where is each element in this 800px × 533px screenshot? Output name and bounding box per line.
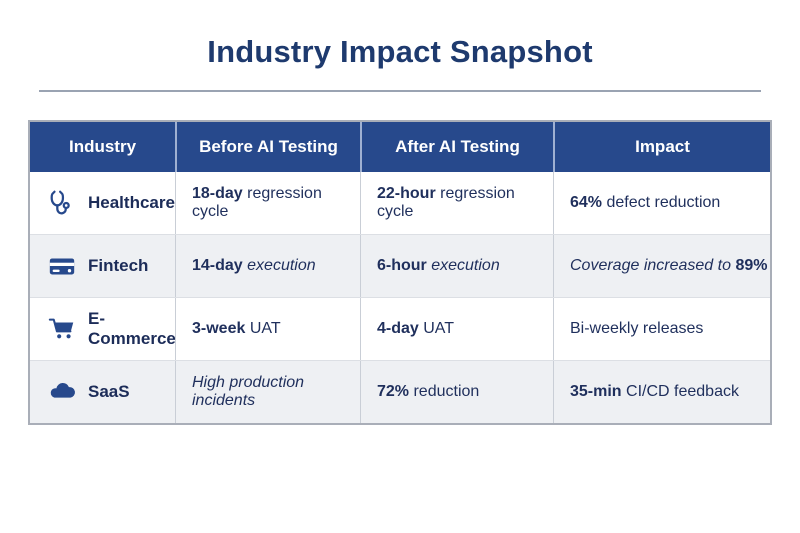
cell-text: 35-min CI/CD feedback — [570, 383, 739, 401]
cloud-icon — [46, 376, 78, 408]
cell-text: Bi-weekly releases — [570, 320, 703, 338]
table-row: Healthcare 18-day regression cycle 22-ho… — [30, 172, 770, 234]
industry-cell: SaaS — [30, 361, 175, 423]
industry-label: SaaS — [88, 382, 130, 401]
cell-text-bold: 6-hour — [377, 257, 427, 274]
cell-text-bold: 3-week — [192, 320, 246, 337]
cell-text-post: UAT — [245, 320, 281, 337]
table-row: SaaS High production incidents 72% reduc… — [30, 360, 770, 423]
cell-text-bold: 35-min — [570, 383, 622, 400]
table-row: E-Commerce 3-week UAT 4-day UAT Bi-weekl… — [30, 297, 770, 360]
cell-text-bold: 18-day — [192, 185, 243, 202]
cell-text-pre: Bi-weekly releases — [570, 320, 704, 337]
industry-cell: E-Commerce — [30, 298, 176, 360]
cell-text-post: execution — [426, 257, 500, 274]
stethoscope-icon — [46, 187, 78, 219]
cell-text-bold: 22-hour — [377, 185, 436, 202]
shopping-cart-icon — [46, 313, 78, 345]
cell-text-post: reduction — [409, 383, 480, 400]
cell-text-post: regression cycle — [377, 185, 515, 220]
industry-label: Fintech — [88, 256, 149, 275]
header-industry: Industry — [68, 137, 137, 156]
cell-text-pre: High production incidents — [192, 374, 305, 409]
impact-cell: Coverage increased to 89% — [553, 235, 770, 297]
industry-cell: Fintech — [30, 235, 175, 297]
header-after: After AI Testing — [360, 122, 553, 172]
cell-text: 22-hour regression cycle — [377, 185, 553, 221]
header-before: Before AI Testing — [175, 122, 360, 172]
cell-text-bold: 4-day — [377, 320, 419, 337]
cell-text-bold: 72% — [377, 383, 410, 400]
cell-text: 6-hour execution — [377, 257, 500, 275]
impact-cell: 64% defect reduction — [553, 172, 770, 234]
cell-text: Coverage increased to 89% — [570, 257, 767, 275]
page-title: Industry Impact Snapshot — [207, 34, 593, 69]
header-impact: Impact — [553, 122, 770, 172]
after-cell: 6-hour execution — [360, 235, 553, 297]
after-cell: 72% reduction — [360, 361, 553, 423]
impact-cell: 35-min CI/CD feedback — [553, 361, 770, 423]
cell-text: 72% reduction — [377, 383, 479, 401]
cell-text-post: execution — [242, 257, 316, 274]
cell-text: 3-week UAT — [192, 320, 281, 338]
cell-text-post: UAT — [418, 320, 455, 337]
before-cell: 18-day regression cycle — [175, 172, 360, 234]
cell-text-bold: 14-day — [192, 257, 243, 274]
title-underline — [39, 90, 761, 92]
cell-text: 18-day regression cycle — [192, 185, 360, 221]
after-cell: 22-hour regression cycle — [360, 172, 553, 234]
cell-text-bold: 89% — [735, 257, 768, 274]
industry-cell: Healthcare — [30, 172, 175, 234]
infographic-page: Industry Impact Snapshot Industry Before… — [0, 34, 800, 533]
industry-label: Healthcare — [88, 193, 175, 212]
after-cell: 4-day UAT — [360, 298, 553, 360]
industry-label: E-Commerce — [88, 309, 176, 348]
credit-card-icon — [46, 250, 78, 282]
cell-text: High production incidents — [192, 374, 360, 410]
cell-text: 64% defect reduction — [570, 194, 720, 212]
cell-text: 4-day UAT — [377, 320, 454, 338]
impact-cell: Bi-weekly releases — [553, 298, 770, 360]
cell-text-post: CI/CD feedback — [621, 383, 739, 400]
cell-text: 14-day execution — [192, 257, 316, 275]
table-row: Fintech 14-day execution 6-hour executio… — [30, 234, 770, 297]
table-header-row: Industry Before AI Testing After AI Test… — [30, 122, 770, 172]
before-cell: 3-week UAT — [175, 298, 360, 360]
cell-text-pre: Coverage increased to — [570, 257, 736, 274]
cell-text-post: regression cycle — [192, 185, 322, 220]
before-cell: 14-day execution — [175, 235, 360, 297]
cell-text-bold: 64% — [570, 194, 603, 211]
cell-text-post: defect reduction — [602, 194, 721, 211]
before-cell: High production incidents — [175, 361, 360, 423]
impact-table: Industry Before AI Testing After AI Test… — [28, 120, 772, 425]
